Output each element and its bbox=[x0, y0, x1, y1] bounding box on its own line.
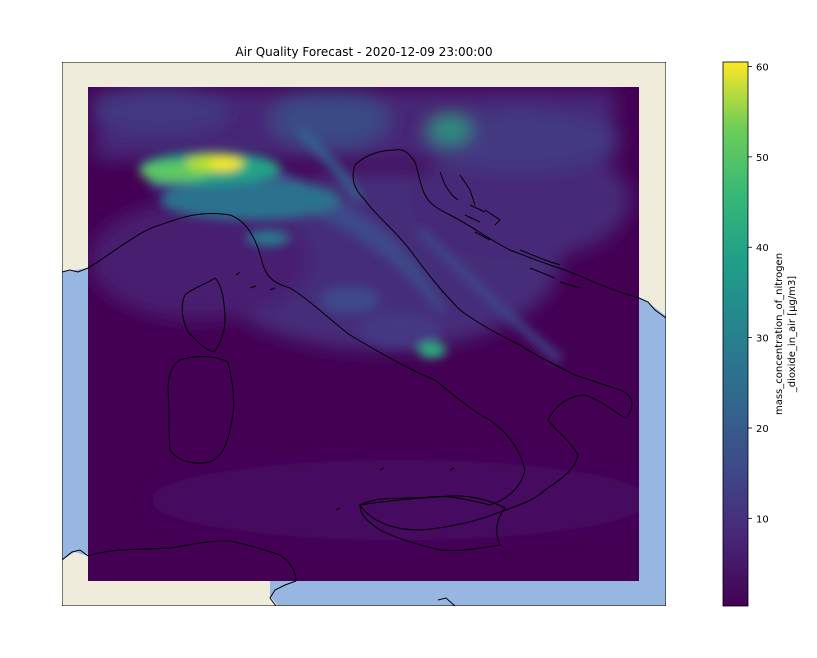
colorbar-tick-label: 20 bbox=[756, 424, 769, 435]
no2-field bbox=[88, 87, 639, 581]
colorbar-tick-label: 40 bbox=[756, 243, 769, 254]
colorbar-gradient bbox=[723, 62, 748, 606]
coastline-outer bbox=[62, 267, 666, 606]
coastline-adriatic-islands bbox=[439, 171, 581, 289]
coastline-sardinia bbox=[167, 356, 235, 464]
sea-south bbox=[270, 581, 639, 606]
colorbar-frame bbox=[722, 61, 749, 607]
colorbar-ticks: 10 20 30 40 50 60 bbox=[748, 63, 769, 525]
coastline-africa bbox=[88, 540, 297, 581]
colorbar-label-line2: _dioxide_in_air [µg/m3] bbox=[787, 276, 798, 394]
map-axes bbox=[62, 62, 666, 606]
colorbar-tick-label: 50 bbox=[756, 153, 769, 164]
coastline-sicily bbox=[359, 495, 506, 551]
coastline-small-islands bbox=[235, 271, 455, 511]
colorbar-tick-label: 30 bbox=[756, 334, 769, 345]
sea-east bbox=[639, 298, 666, 606]
colorbar-tick-label: 60 bbox=[756, 63, 769, 74]
coastline-italy bbox=[88, 149, 639, 531]
sea-west bbox=[62, 268, 88, 560]
colorbar: 10 20 30 40 50 60 mass_concentration_of_nitro… bbox=[722, 61, 798, 607]
coastline-corsica bbox=[181, 277, 226, 353]
colorbar-tick-label: 10 bbox=[756, 514, 769, 525]
colorbar-label-line1: mass_concentration_of_nitrogen bbox=[774, 253, 785, 415]
map-title: Air Quality Forecast - 2020-12-09 23:00:… bbox=[235, 45, 492, 59]
